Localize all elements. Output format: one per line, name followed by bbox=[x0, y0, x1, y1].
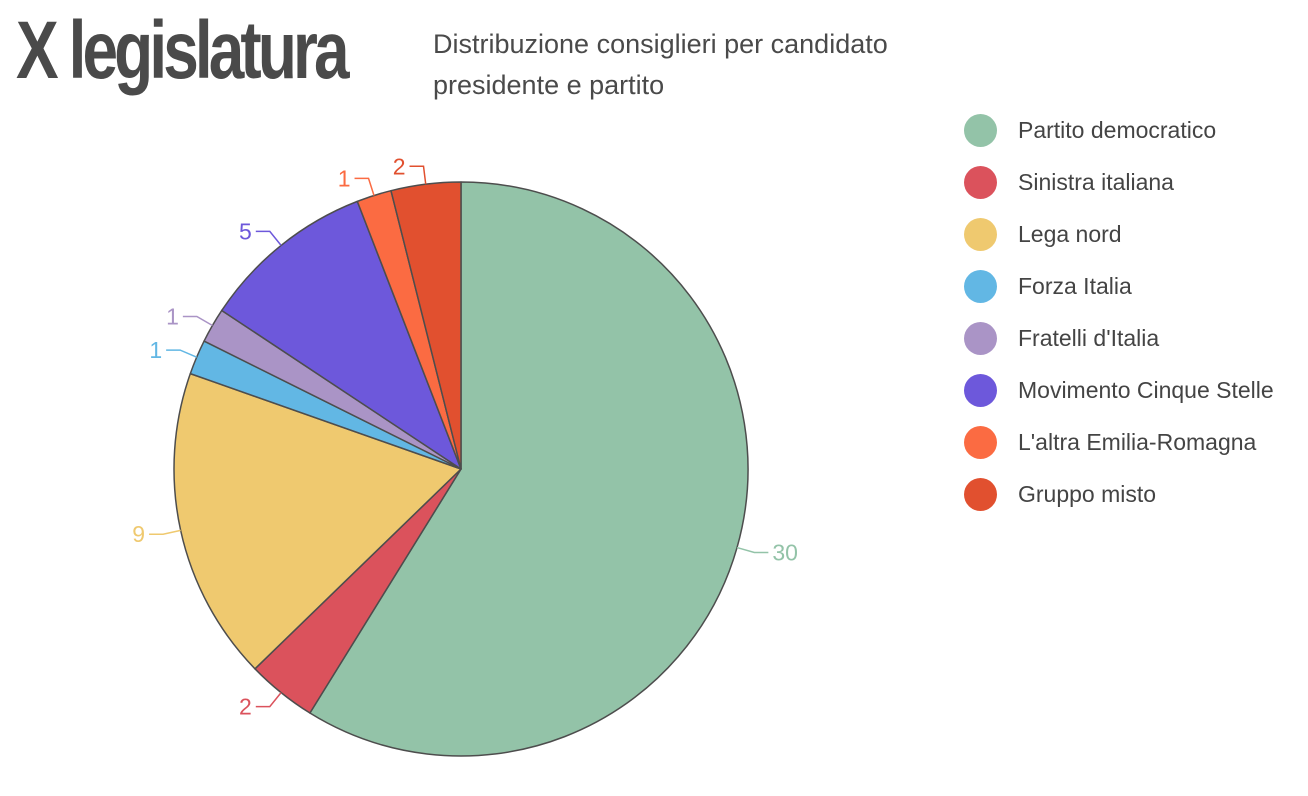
slice-value-label-6: 5 bbox=[239, 218, 252, 244]
legend-item: Lega nord bbox=[964, 208, 1304, 260]
slice-leader-line-1 bbox=[736, 546, 769, 554]
legend-item: L'altra Emilia-Romagna bbox=[964, 416, 1304, 468]
slice-value-label-4: 1 bbox=[149, 337, 162, 363]
slice-value-label-7: 1 bbox=[338, 165, 351, 191]
legend-swatch bbox=[964, 113, 997, 147]
legend-swatch bbox=[964, 269, 997, 303]
legend-swatch bbox=[964, 373, 997, 407]
slice-leader-line-4 bbox=[166, 349, 197, 358]
legend-item: Sinistra italiana bbox=[964, 156, 1304, 208]
slice-value-label-1: 30 bbox=[772, 539, 798, 565]
slice-leader-line-5 bbox=[182, 315, 213, 327]
slice-leader-line-6 bbox=[255, 230, 282, 246]
legend-label: Forza Italia bbox=[1018, 272, 1132, 299]
legend-label: Gruppo misto bbox=[1018, 480, 1157, 507]
legend-item: Forza Italia bbox=[964, 260, 1304, 312]
chart-title: X legislatura bbox=[16, 5, 350, 96]
legend-label: Sinistra italiana bbox=[1018, 168, 1174, 195]
slice-leader-line-2 bbox=[255, 692, 282, 708]
legend-swatch bbox=[964, 477, 997, 511]
legend-item: Movimento Cinque Stelle bbox=[964, 364, 1304, 416]
slice-value-label-5: 1 bbox=[166, 304, 179, 330]
chart-legend: Partito democratico Sinistra italiana Lega… bbox=[964, 104, 1304, 520]
slice-leader-line-7 bbox=[354, 177, 375, 196]
legend-label: Movimento Cinque Stelle bbox=[1018, 376, 1274, 403]
legend-swatch bbox=[964, 217, 997, 251]
slice-value-label-3: 9 bbox=[132, 521, 145, 547]
legend-label: Partito democratico bbox=[1018, 116, 1217, 143]
legend-label: Lega nord bbox=[1018, 220, 1122, 247]
slice-leader-line-3 bbox=[149, 529, 181, 535]
chart-subtitle: Distribuzione consiglieri per candidato … bbox=[433, 29, 888, 100]
legend-item: Fratelli d'Italia bbox=[964, 312, 1304, 364]
legend-swatch bbox=[964, 165, 997, 199]
legend-item: Gruppo misto bbox=[964, 468, 1304, 520]
legend-item: Partito democratico bbox=[964, 104, 1304, 156]
legend-swatch bbox=[964, 321, 997, 355]
legend-label: L'altra Emilia-Romagna bbox=[1018, 428, 1257, 455]
slice-value-label-2: 2 bbox=[239, 694, 252, 720]
slice-leader-line-8 bbox=[409, 165, 427, 185]
legend-label: Fratelli d'Italia bbox=[1018, 324, 1160, 351]
pie-slice-6 bbox=[221, 200, 462, 470]
slice-value-label-8: 2 bbox=[393, 153, 406, 179]
legend-swatch bbox=[964, 425, 997, 459]
pie-slice-3 bbox=[173, 372, 462, 670]
